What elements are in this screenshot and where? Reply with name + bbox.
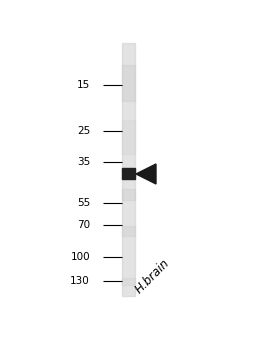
Text: 15: 15 xyxy=(77,80,90,90)
Text: H.brain: H.brain xyxy=(133,256,173,296)
Polygon shape xyxy=(136,164,156,184)
Text: 100: 100 xyxy=(70,252,90,262)
Text: 70: 70 xyxy=(77,220,90,230)
Bar xyxy=(122,65,135,101)
Bar xyxy=(122,120,135,154)
Bar xyxy=(122,189,135,200)
Bar xyxy=(122,168,135,179)
Text: 25: 25 xyxy=(77,126,90,136)
Bar xyxy=(122,277,135,285)
Bar xyxy=(122,43,135,296)
Text: 130: 130 xyxy=(70,276,90,286)
Bar xyxy=(122,226,135,236)
Text: 35: 35 xyxy=(77,157,90,167)
Text: 55: 55 xyxy=(77,198,90,208)
